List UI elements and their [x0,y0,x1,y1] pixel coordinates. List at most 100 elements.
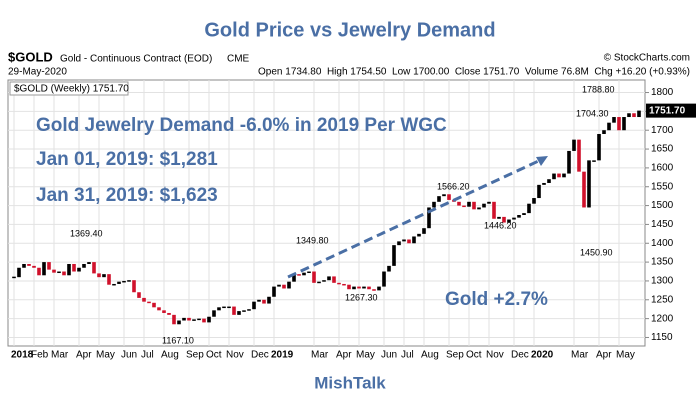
date: 29-May-2020 [8,67,67,78]
candle-body [482,203,486,208]
x-tick-label: Aug [161,350,179,361]
candle-body [402,239,406,242]
candle-body [377,286,381,291]
candle-body [327,276,331,281]
candle-body [212,310,216,317]
x-tick-label: Sep [186,350,204,361]
candle-body [532,198,536,204]
candle-body [437,196,441,202]
candle-body [87,262,91,264]
candle-body [142,297,146,302]
candle-body [277,284,281,287]
candle-body [557,173,561,178]
candle-body [47,262,51,270]
candle-body [57,271,61,274]
candle-body [97,273,101,278]
candle-body [462,205,466,208]
candle-body [307,271,311,274]
candle-body [422,228,426,234]
candle-body [177,320,181,325]
candle-body [312,271,316,283]
candle-body [272,286,276,297]
candle-body [412,236,416,244]
x-tick-label: 2018 [11,350,34,361]
candle-body [372,289,376,291]
candle-body [597,133,601,161]
candle-body [242,310,246,312]
candle-body [122,280,126,283]
candle-body [292,274,296,282]
candle-body [32,265,36,268]
point-label: 1369.40 [70,228,103,238]
candle-body [497,216,501,219]
point-label: 1167.10 [162,335,194,345]
point-label: 1446.20 [484,220,517,230]
candle-body [567,150,571,174]
candle-body [322,280,326,282]
point-label: 1349.80 [296,235,329,245]
candle-body [22,263,26,268]
x-tick-label: Jul [141,350,154,361]
x-tick-label: May [356,350,375,361]
candle-body [367,286,371,290]
candle-body [332,276,336,283]
candle-body [627,113,631,118]
candle-body [112,283,116,286]
y-tick-label: 1800 [651,87,674,98]
quote: Open 1734.80 High 1754.50 Low 1700.00 Cl… [258,67,690,78]
candle-body [562,173,566,178]
x-tick-label: Jul [401,350,414,361]
candle-body [102,274,106,278]
candle-body [337,282,341,285]
y-tick-label: 1300 [651,276,674,287]
candle-body [467,201,471,207]
candle-body [362,286,366,289]
annotation: Jan 31, 2019: $1,623 [36,185,218,206]
x-tick-label: Jun [381,350,397,361]
candle-body [162,310,166,313]
candle-body [62,271,66,276]
x-tick-label: Jun [121,350,137,361]
candle-body [302,272,306,276]
candle-body [262,299,266,304]
candle-body [107,274,111,285]
candle-body [237,311,241,315]
candle-body [172,314,176,325]
footer: MishTalk [314,373,386,392]
y-tick-label: 1200 [651,313,674,324]
candle-body [82,263,86,268]
candle-body [517,215,521,218]
candle-body [522,213,526,215]
x-tick-label: Sep [446,350,464,361]
x-tick-label: Mar [571,350,589,361]
candle-body [157,307,161,311]
candle-body [612,117,616,123]
candle-body [347,284,351,290]
candle-body [382,271,386,287]
candle-body [267,296,271,304]
candle-body [582,171,586,208]
x-tick-label: Feb [31,350,49,361]
candle-body [72,263,76,272]
x-tick-label: Dec [251,350,269,361]
candle-body [592,160,596,162]
candle-body [542,182,546,185]
x-tick-label: 2019 [271,350,294,361]
candle-body [207,316,211,323]
candle-body [92,262,96,274]
trend-arrow [287,156,546,279]
y-tick-label: 1150 [651,332,673,343]
x-tick-label: Apr [596,350,612,361]
instrument-name: Gold - Continuous Contract (EOD) [60,54,212,65]
y-tick-label: 1700 [651,125,674,136]
candle-body [317,281,321,284]
candle-body [152,302,156,308]
candle-body [512,217,516,220]
candle-body [67,263,71,276]
y-tick-label: 1250 [651,294,674,305]
x-tick-label: Nov [486,350,504,361]
candle-body [12,276,16,279]
candle-body [137,292,141,298]
